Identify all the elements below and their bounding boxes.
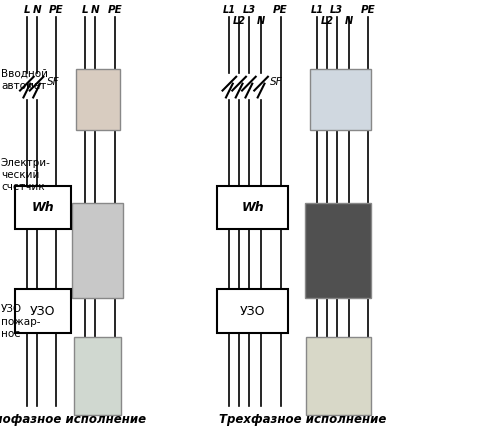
Bar	[76, 69, 120, 130]
Bar	[15, 186, 71, 229]
Bar	[74, 337, 121, 415]
Bar	[15, 289, 71, 333]
Text: L2: L2	[233, 16, 245, 26]
Text: Электри-
ческий
счетчик: Электри- ческий счетчик	[1, 158, 51, 192]
Text: N: N	[345, 16, 353, 26]
Text: L: L	[23, 5, 30, 15]
Bar	[217, 186, 288, 229]
Text: N: N	[32, 5, 41, 15]
Bar	[72, 203, 123, 298]
Text: УЗО: УЗО	[240, 305, 265, 318]
Bar	[310, 69, 371, 130]
Text: PE: PE	[107, 5, 122, 15]
Text: SF: SF	[47, 77, 60, 87]
Bar	[306, 337, 371, 415]
Text: Вводной
автомат: Вводной автомат	[1, 69, 48, 91]
Text: УЗО: УЗО	[30, 305, 56, 318]
Text: PE: PE	[361, 5, 376, 15]
Text: Wh: Wh	[31, 201, 54, 214]
Text: PE: PE	[49, 5, 63, 15]
Text: L1: L1	[311, 5, 324, 15]
Text: N: N	[257, 16, 265, 26]
Text: УЗО
пожар-
ное: УЗО пожар- ное	[1, 305, 41, 339]
Text: L2: L2	[321, 16, 333, 26]
Text: L1: L1	[223, 5, 236, 15]
Text: L3: L3	[243, 5, 255, 15]
Bar	[305, 203, 371, 298]
Text: PE: PE	[273, 5, 288, 15]
Text: N: N	[91, 5, 100, 15]
Text: Wh: Wh	[241, 201, 264, 214]
Text: Трехфазное исполнение: Трехфазное исполнение	[219, 413, 386, 426]
Text: Однофазное исполнение: Однофазное исполнение	[0, 413, 146, 426]
Bar	[217, 289, 288, 333]
Text: L3: L3	[330, 5, 343, 15]
Text: L: L	[82, 5, 89, 15]
Text: SF: SF	[270, 77, 283, 87]
